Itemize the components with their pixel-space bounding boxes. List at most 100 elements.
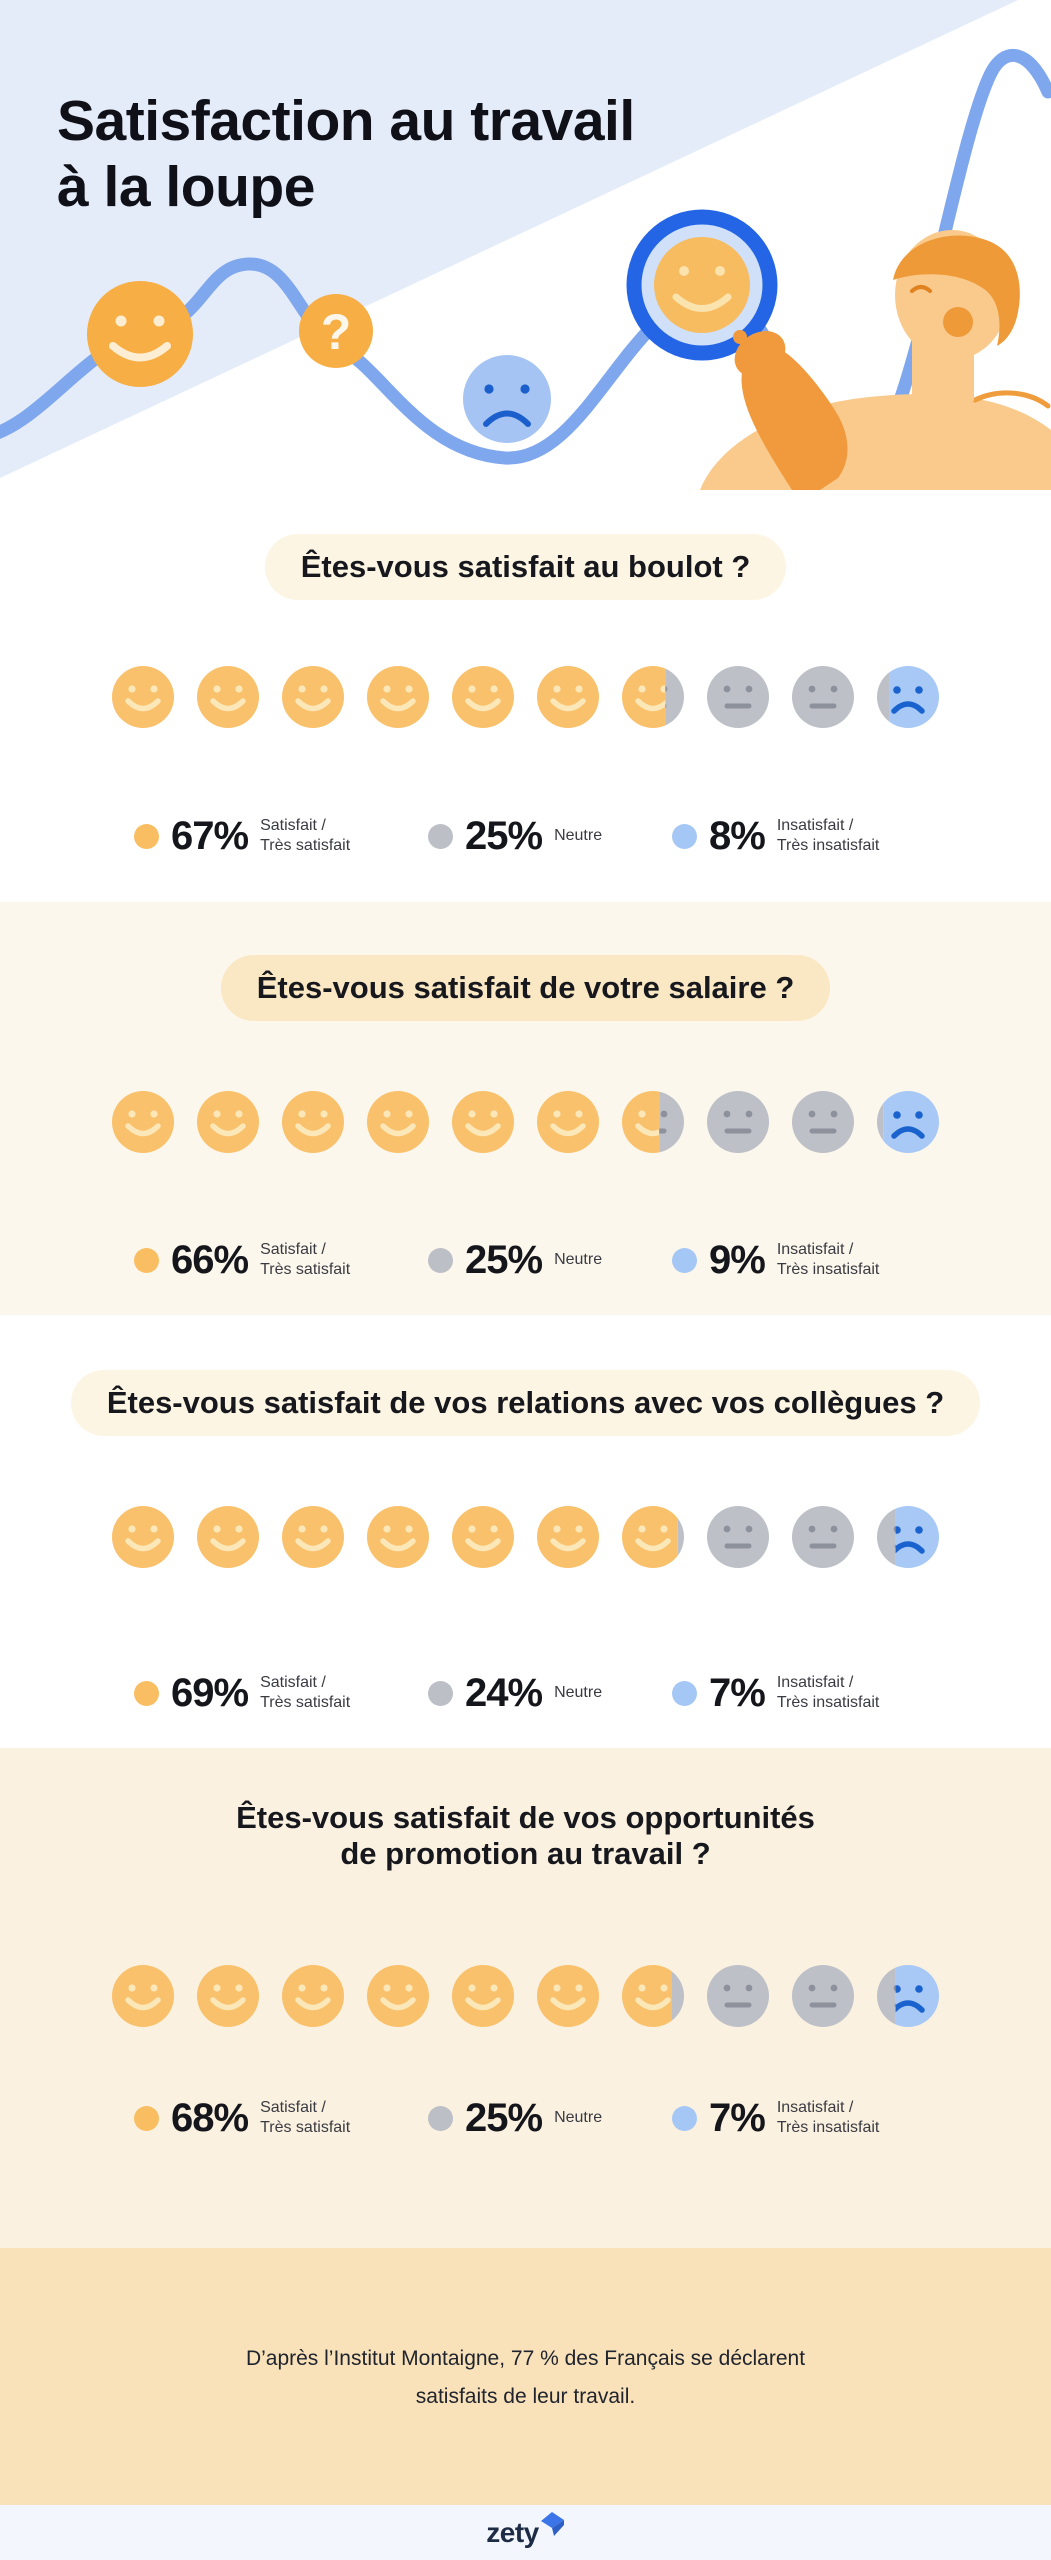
legend-unsatisfied: 9% Insatisfait / Très insatisfait: [672, 1232, 879, 1288]
unsatisfied-label: Insatisfait / Très insatisfait: [776, 1241, 880, 1278]
legend-neutral: 24% Neutre: [428, 1665, 602, 1721]
face-icon: [367, 1506, 429, 1568]
unsatisfied-dot-icon: [672, 823, 697, 849]
legend-unsatisfied: 8% Insatisfait / Très insatisfait: [672, 808, 879, 864]
legend-neutral: 25% Neutre: [428, 1232, 602, 1288]
unsatisfied-dot-icon: [672, 2105, 697, 2131]
legend-satisfied: 66% Satisfait / Très satisfait: [134, 1232, 350, 1288]
section-boulot: Êtes-vous satisfait au boulot ? 67% Sati…: [0, 490, 1051, 902]
face-icon: [452, 666, 514, 728]
page-title: Satisfaction au travail à la loupe: [57, 88, 635, 220]
legend: 66% Satisfait / Très satisfait 25% Neutre…: [0, 1232, 1051, 1288]
legend-satisfied: 68% Satisfait / Très satisfait: [134, 2090, 350, 2146]
section-salaire: Êtes-vous satisfait de votre salaire ? 6…: [0, 902, 1051, 1315]
face-icon: [367, 666, 429, 728]
unsatisfied-dot-icon: [672, 1247, 697, 1273]
face-icon: [282, 1965, 344, 2027]
face-icon: [197, 666, 259, 728]
satisfied-dot-icon: [134, 1680, 159, 1706]
sad-face-icon: [463, 355, 551, 443]
face-icon: [707, 1506, 769, 1568]
question-pill: Êtes-vous satisfait de vos relations ave…: [70, 1370, 981, 1436]
face-icon: [452, 1965, 514, 2027]
face-row: [0, 666, 1051, 728]
neutral-label: Neutre: [554, 2109, 603, 2126]
question-mark-icon: ?: [299, 294, 373, 368]
satisfied-label: Satisfait / Très satisfait: [260, 817, 351, 854]
legend-unsatisfied: 7% Insatisfait / Très insatisfait: [672, 1665, 879, 1721]
legend: 67% Satisfait / Très satisfait 25% Neutre…: [0, 808, 1051, 864]
question-text: Êtes-vous satisfait de vos opportunités: [236, 1800, 815, 1835]
face-row: [0, 1506, 1051, 1568]
section-collegues: Êtes-vous satisfait de vos relations ave…: [0, 1315, 1051, 1748]
question-pill: Êtes-vous satisfait de votre salaire ?: [220, 955, 831, 1021]
section-promotion: Êtes-vous satisfait de vos opportunités …: [0, 1748, 1051, 2248]
face-icon: [622, 1091, 684, 1153]
face-icon: [877, 666, 939, 728]
face-icon: [282, 1506, 344, 1568]
satisfied-value: 68%: [171, 2095, 249, 2140]
satisfied-label: Satisfait / Très satisfait: [260, 1674, 351, 1711]
unsatisfied-label: Insatisfait / Très insatisfait: [776, 2099, 880, 2136]
face-icon: [112, 1091, 174, 1153]
question-pill: Êtes-vous satisfait de vos opportunités …: [200, 1785, 851, 1887]
face-icon: [792, 1091, 854, 1153]
face-icon: [452, 1506, 514, 1568]
page-title-line2: à la loupe: [57, 155, 315, 219]
ear: [943, 307, 973, 337]
question-text: Êtes-vous satisfait au boulot ?: [300, 549, 751, 584]
neutral-dot-icon: [428, 823, 453, 849]
face-icon: [877, 1091, 939, 1153]
question-text: Êtes-vous satisfait de votre salaire ?: [256, 970, 795, 1005]
face-icon: [622, 1506, 684, 1568]
face-icon: [112, 1506, 174, 1568]
legend-satisfied: 69% Satisfait / Très satisfait: [134, 1665, 350, 1721]
source-note-line1: D’après l’Institut Montaigne, 77 % des F…: [245, 2347, 806, 2370]
face-icon: [537, 1506, 599, 1568]
header: ?: [0, 0, 1051, 490]
unsatisfied-dot-icon: [672, 1680, 697, 1706]
neutral-value: 25%: [465, 813, 543, 858]
face-icon: [112, 1965, 174, 2027]
face-icon: [112, 666, 174, 728]
question-text: Êtes-vous satisfait de vos relations ave…: [106, 1385, 945, 1420]
face-icon: [877, 1965, 939, 2027]
face-icon: [792, 666, 854, 728]
face-icon: [707, 1965, 769, 2027]
zety-logo[interactable]: zety: [486, 2511, 564, 2549]
question-text-line2: de promotion au travail ?: [340, 1836, 711, 1871]
face-icon: [537, 1091, 599, 1153]
face-icon: [792, 1506, 854, 1568]
face-icon: [537, 1965, 599, 2027]
neutral-value: 25%: [465, 1237, 543, 1282]
neutral-dot-icon: [428, 1247, 453, 1273]
face-row: [0, 1965, 1051, 2027]
neutral-dot-icon: [428, 1680, 453, 1706]
question-pill: Êtes-vous satisfait au boulot ?: [264, 534, 787, 600]
face-icon: [707, 1091, 769, 1153]
closed-eye: [910, 285, 932, 293]
face-icon: [367, 1965, 429, 2027]
face-icon: [792, 1965, 854, 2027]
unsatisfied-label: Insatisfait / Très insatisfait: [776, 817, 880, 854]
header-illustration: ?: [0, 0, 1051, 490]
unsatisfied-value: 9%: [709, 1237, 766, 1282]
face-icon: [622, 666, 684, 728]
face-icon: [537, 666, 599, 728]
hair: [893, 235, 1020, 346]
satisfied-value: 69%: [171, 1670, 249, 1715]
neutral-dot-icon: [428, 2105, 453, 2131]
face-icon: [282, 666, 344, 728]
legend-unsatisfied: 7% Insatisfait / Très insatisfait: [672, 2090, 879, 2146]
unsatisfied-value: 8%: [709, 813, 766, 858]
brand-bar: zety: [0, 2505, 1051, 2560]
legend: 69% Satisfait / Très satisfait 24% Neutre…: [0, 1665, 1051, 1721]
face-icon: [877, 1506, 939, 1568]
neutral-label: Neutre: [554, 1251, 603, 1268]
satisfied-value: 66%: [171, 1237, 249, 1282]
happy-face-icon: [87, 281, 193, 387]
legend-neutral: 25% Neutre: [428, 808, 602, 864]
legend-satisfied: 67% Satisfait / Très satisfait: [134, 808, 350, 864]
neutral-label: Neutre: [554, 1684, 603, 1701]
